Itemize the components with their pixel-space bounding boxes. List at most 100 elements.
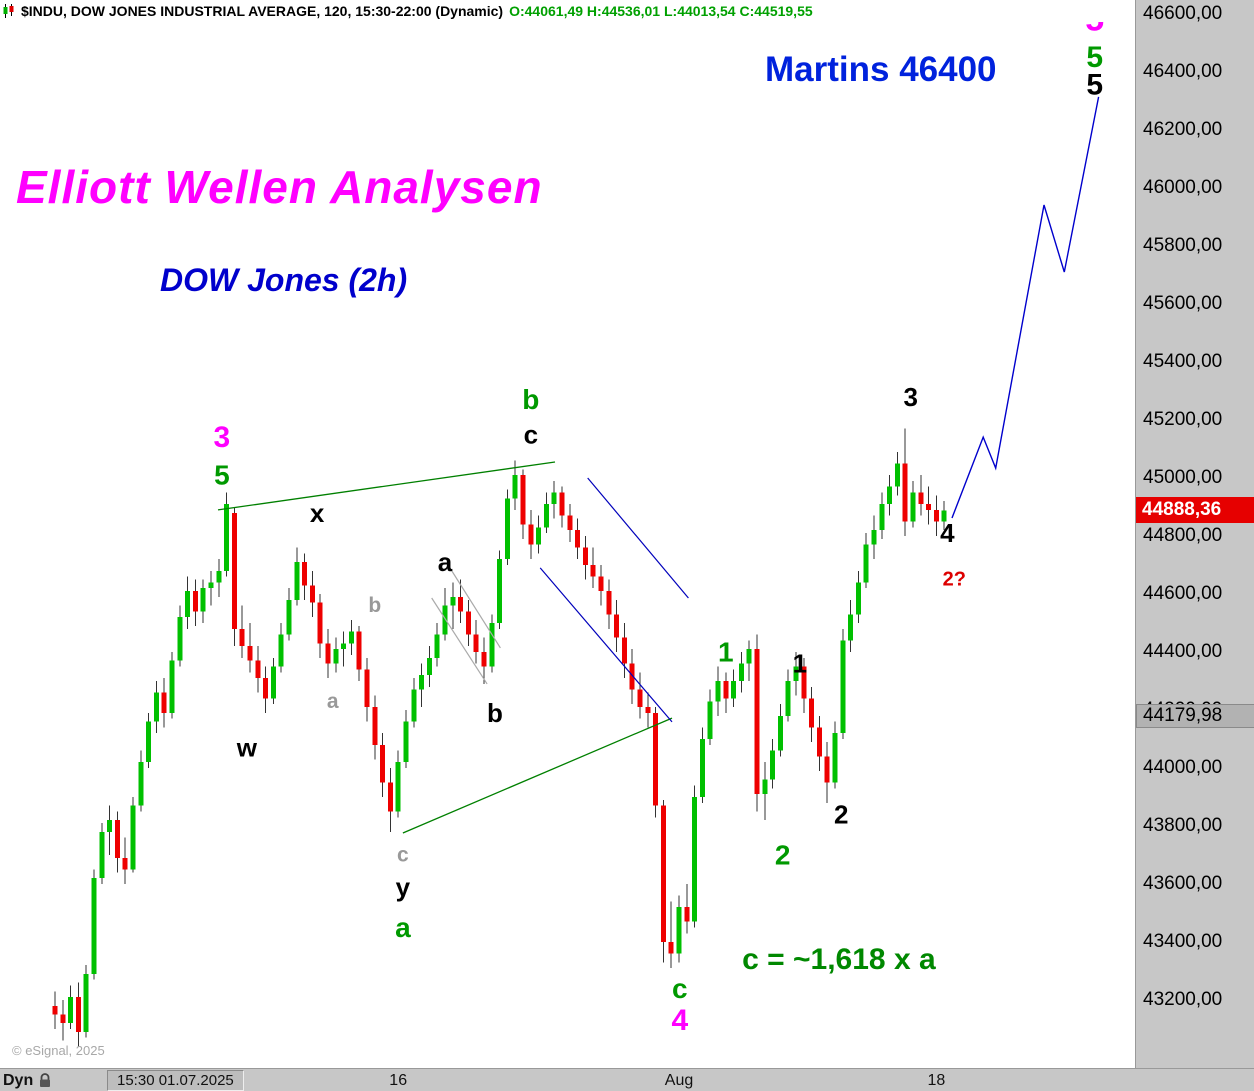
- candle-body: [68, 997, 74, 1024]
- candle-body: [528, 524, 534, 545]
- candle-body: [645, 707, 651, 713]
- y-axis-tick: 43600,00: [1143, 872, 1223, 894]
- session-mode-label: Dyn: [3, 1072, 34, 1089]
- candle-body: [161, 692, 167, 713]
- candle-body: [489, 623, 495, 667]
- support-trendline: [402, 717, 673, 834]
- candle-body: [270, 666, 276, 699]
- lock-icon[interactable]: [37, 1072, 53, 1091]
- candle-body: [746, 649, 752, 664]
- candle-body: [582, 547, 588, 565]
- wave-label: b: [368, 594, 381, 617]
- candle-body: [770, 750, 776, 780]
- candle-body: [738, 663, 744, 681]
- candle-body: [278, 634, 284, 667]
- candle-body: [200, 588, 206, 612]
- ohlc-readout: O:44061,49 H:44536,01 L:44013,54 C:44519…: [509, 3, 813, 19]
- candle-body: [146, 721, 152, 763]
- candle-body: [707, 701, 713, 739]
- candle-body: [832, 733, 838, 783]
- price-axis[interactable]: 44888,36 44179,98 43200,00 43400,00 43600,…: [1135, 0, 1254, 1068]
- annotation-elliott-title: Elliott Wellen Analysen: [16, 161, 543, 213]
- candle-body: [926, 504, 932, 510]
- wave-label: a: [327, 690, 339, 713]
- candle-body: [879, 504, 885, 531]
- candle-body: [372, 707, 378, 745]
- wave-label: a: [438, 547, 453, 577]
- trendlines: [217, 96, 1100, 834]
- candle-body: [504, 498, 510, 560]
- candle-body: [840, 640, 846, 734]
- candle-body: [551, 492, 557, 505]
- candle-body: [902, 463, 908, 522]
- candle-body: [871, 530, 877, 545]
- candle-body: [153, 692, 159, 722]
- y-axis-tick: 45400,00: [1143, 350, 1223, 372]
- y-axis-tick: 46400,00: [1143, 60, 1223, 82]
- candle-body: [317, 602, 323, 644]
- chart-title: $INDU, DOW JONES INDUSTRIAL AVERAGE, 120…: [21, 3, 504, 19]
- candle-body: [465, 611, 471, 635]
- candle-body: [918, 492, 924, 505]
- x-axis-labels: 16 Aug 18: [0, 1069, 1254, 1091]
- wave-label: a: [395, 912, 411, 943]
- wave-label: 1: [718, 637, 734, 668]
- candle-body: [910, 492, 916, 522]
- candle-body: [356, 631, 362, 670]
- x-axis-label: 18: [927, 1072, 946, 1089]
- candle-body: [699, 739, 705, 797]
- wave-label: c: [397, 844, 409, 867]
- wave-label: 2?: [943, 569, 966, 591]
- candle-body: [247, 646, 253, 661]
- candle-body: [216, 570, 222, 583]
- time-axis[interactable]: Dyn 15:30 01.07.2025 16 Aug 18: [0, 1068, 1254, 1091]
- y-axis-tick: 43400,00: [1143, 930, 1223, 952]
- candle-body: [122, 857, 128, 870]
- wave-label: c: [524, 420, 538, 450]
- candle-body: [676, 907, 682, 954]
- candle-body: [411, 689, 417, 722]
- wave-label: 4: [671, 1004, 688, 1037]
- wave-label: c: [672, 973, 688, 1004]
- candle-body: [824, 756, 830, 783]
- x-axis-label: 16: [389, 1072, 408, 1089]
- candle-body: [809, 698, 815, 728]
- candle-body: [107, 820, 113, 832]
- candle-body: [348, 631, 354, 644]
- candle-body: [520, 475, 526, 525]
- y-axis-tick: 46600,00: [1143, 2, 1223, 24]
- candle-body: [606, 591, 612, 615]
- chart-type-icon: [2, 3, 15, 19]
- candle-body: [255, 660, 261, 679]
- candle-body: [536, 527, 542, 545]
- candle-body: [715, 681, 721, 702]
- candle-body: [543, 504, 549, 528]
- wave-label: b: [487, 698, 503, 728]
- secondary-price-tag: 44179,98: [1136, 703, 1254, 728]
- candle-body: [497, 559, 503, 623]
- candle-body: [855, 582, 861, 615]
- candle-body: [286, 599, 292, 635]
- candle-body: [83, 973, 89, 1032]
- candle-body: [91, 878, 97, 974]
- candle-body: [848, 614, 854, 641]
- candle-body: [239, 628, 245, 647]
- y-axis-tick: 45000,00: [1143, 466, 1223, 488]
- candle-body: [403, 721, 409, 763]
- y-axis-tick: 44800,00: [1143, 524, 1223, 546]
- wave-label: 5: [1086, 69, 1103, 102]
- candle-body: [263, 678, 269, 699]
- candle-body: [341, 643, 347, 650]
- y-axis-tick: 45200,00: [1143, 408, 1223, 430]
- candle-body: [138, 762, 144, 806]
- y-axis-tick: 44600,00: [1143, 582, 1223, 604]
- wave-label: x: [310, 498, 325, 528]
- wave-label: 3: [214, 421, 231, 454]
- y-axis-tick: 46000,00: [1143, 176, 1223, 198]
- candle-body: [442, 605, 448, 635]
- candle-body: [325, 643, 331, 664]
- flag-lower: [431, 597, 488, 685]
- candle-body: [660, 805, 666, 942]
